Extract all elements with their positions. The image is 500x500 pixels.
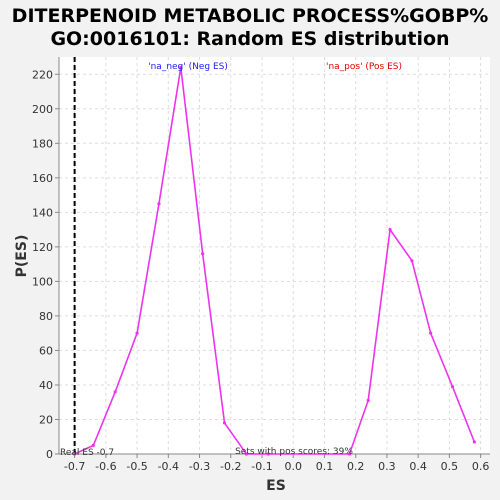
data-point xyxy=(201,252,205,256)
y-tick-label: 60 xyxy=(39,344,53,357)
data-point xyxy=(222,421,227,425)
data-point xyxy=(135,331,139,335)
y-tick-label: 0 xyxy=(46,448,53,461)
data-point xyxy=(179,65,183,69)
x-tick-label: -0.5 xyxy=(126,460,147,473)
y-axis-label: P(ES) xyxy=(14,235,30,278)
y-tick-label: 140 xyxy=(32,206,53,219)
x-axis-label: ES xyxy=(266,478,286,494)
y-axis-ticks: 0 20 40 60 80 100 120 140 160 180 200 220 xyxy=(32,68,59,461)
data-point xyxy=(91,443,95,447)
x-tick-label: 0.3 xyxy=(378,460,396,473)
data-point xyxy=(113,390,117,394)
y-tick-label: 20 xyxy=(39,413,53,426)
x-tick-label: 0.1 xyxy=(316,460,334,473)
plot-area xyxy=(59,57,490,454)
data-point xyxy=(429,331,433,335)
data-point xyxy=(450,385,455,389)
y-tick-label: 120 xyxy=(32,241,53,254)
x-tick-label: 0.4 xyxy=(409,460,427,473)
data-point xyxy=(410,259,414,263)
data-point xyxy=(347,452,352,456)
pos-es-label: 'na_pos' (Pos ES) xyxy=(326,62,402,72)
y-tick-label: 80 xyxy=(39,310,53,323)
pos-scores-label: Sets with pos scores: 39% xyxy=(235,447,353,457)
y-tick-label: 180 xyxy=(32,137,53,150)
chart-title-line2: GO:0016101: Random ES distribution xyxy=(50,28,449,50)
y-tick-label: 220 xyxy=(32,68,53,81)
series-points xyxy=(73,65,476,456)
x-tick-label: -0.1 xyxy=(251,460,272,473)
x-tick-label: 0.5 xyxy=(441,460,459,473)
data-point xyxy=(157,202,161,206)
data-point xyxy=(244,452,248,456)
x-axis-ticks: -0.7 -0.6 -0.5 -0.4 -0.3 -0.2 -0.1 0.0 0.1 0.2 0.3… xyxy=(64,454,489,473)
x-tick-label: -0.6 xyxy=(95,460,116,473)
data-point xyxy=(366,398,370,403)
y-tick-label: 160 xyxy=(32,172,53,185)
x-tick-label: -0.4 xyxy=(158,460,179,473)
data-point xyxy=(388,228,392,232)
y-tick-label: 100 xyxy=(32,275,53,288)
data-point xyxy=(472,440,476,444)
real-es-label: Real ES -0.7 xyxy=(60,448,114,458)
x-tick-label: 0.2 xyxy=(347,460,365,473)
data-point xyxy=(73,452,77,456)
neg-es-label: 'na_neg' (Neg ES) xyxy=(148,62,228,72)
grid-lines xyxy=(59,57,490,455)
x-tick-label: -0.7 xyxy=(64,460,85,473)
x-tick-label: -0.2 xyxy=(220,460,241,473)
chart-title-line1: DITERPENOID METABOLIC PROCESS%GOBP% xyxy=(12,5,489,27)
y-tick-label: 200 xyxy=(32,103,53,116)
x-tick-label: 0.0 xyxy=(284,460,302,473)
x-tick-label: 0.6 xyxy=(472,460,490,473)
y-tick-label: 40 xyxy=(39,379,53,392)
data-point xyxy=(266,452,270,456)
x-tick-label: -0.3 xyxy=(189,460,210,473)
